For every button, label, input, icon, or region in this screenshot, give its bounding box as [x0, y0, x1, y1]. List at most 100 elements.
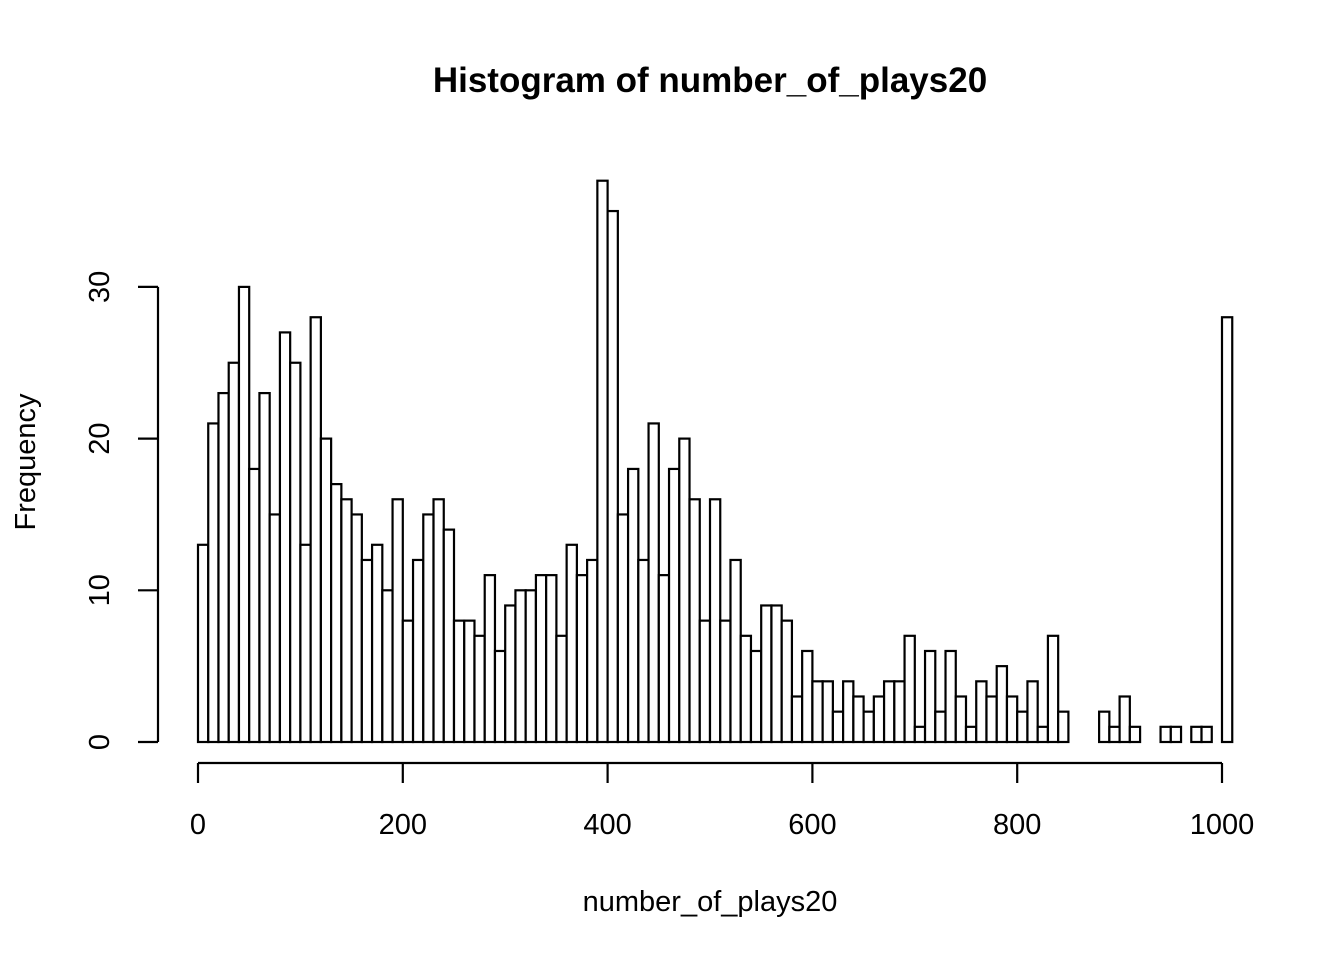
histogram-bar: [483, 574, 497, 744]
histogram-bar: [401, 619, 415, 744]
histogram-bar: [903, 634, 916, 744]
histogram-bar: [575, 574, 589, 744]
y-axis: 0 10 20 30: [84, 271, 160, 750]
histogram-bar: [463, 619, 476, 744]
histogram-bar: [975, 680, 988, 744]
histogram-bar: [954, 695, 968, 744]
histogram-bar: [770, 604, 783, 744]
histogram-bar: [729, 558, 742, 744]
x-axis-ticks: 0 200 400 600 800 1000: [190, 763, 1254, 841]
histogram-bar: [340, 498, 353, 744]
histogram-bar: [524, 589, 538, 744]
x-tick-label: 0: [190, 809, 206, 841]
histogram-bar: [698, 619, 712, 744]
histogram-bar: [565, 543, 578, 744]
histogram-bar: [893, 680, 906, 744]
histogram-bar: [370, 543, 384, 744]
histogram-bar: [258, 391, 271, 744]
chart-title: Histogram of number_of_plays20: [433, 61, 987, 100]
histogram-bar: [626, 467, 640, 744]
y-axis-label: Frequency: [10, 393, 42, 531]
histogram-bar: [1005, 695, 1019, 744]
histogram-bar: [452, 619, 466, 744]
x-tick-label: 1000: [1190, 809, 1255, 841]
histogram-bar: [1108, 725, 1121, 744]
histogram-bar: [1016, 710, 1029, 744]
histogram-bar: [872, 695, 886, 744]
histogram-bar: [248, 467, 261, 744]
x-tick-label: 200: [379, 809, 427, 841]
histogram-bar: [237, 285, 251, 744]
histogram-bar: [289, 361, 302, 744]
histogram-bar: [1128, 725, 1142, 744]
histogram-bar: [432, 498, 445, 744]
histogram-bar: [473, 634, 486, 744]
histogram-bar: [1098, 710, 1111, 744]
histogram-bar: [1159, 725, 1172, 744]
histogram-bar: [760, 604, 773, 744]
histogram-bar: [493, 649, 507, 744]
x-tick-label: 400: [583, 809, 631, 841]
histogram-bar: [964, 725, 978, 744]
histogram-bar: [422, 513, 435, 744]
histogram-bar: [319, 437, 333, 744]
histogram-bar: [616, 513, 630, 744]
histogram-bar: [360, 558, 374, 744]
histogram-bar: [913, 725, 927, 744]
histogram-bar: [299, 543, 312, 744]
histogram-bar: [811, 680, 824, 744]
histogram-bar: [688, 498, 701, 744]
histogram-bar: [1057, 710, 1070, 744]
histogram-bar: [790, 695, 804, 744]
histogram-bar: [514, 589, 527, 744]
histogram-bar: [882, 680, 896, 744]
y-tick-label: 0: [84, 734, 116, 750]
y-tick-label: 10: [84, 574, 116, 606]
histogram-bar: [985, 695, 998, 744]
histogram-bar: [596, 179, 609, 744]
histogram-bar: [821, 680, 834, 744]
histogram-bar: [934, 710, 947, 744]
histogram-bar: [780, 619, 794, 744]
histogram-bar: [944, 649, 957, 744]
histogram-bar: [534, 574, 548, 744]
histogram-bar: [196, 543, 210, 744]
histogram-bar: [586, 558, 599, 744]
histogram-bar: [708, 498, 722, 744]
x-tick-label: 600: [788, 809, 836, 841]
histogram-bar: [504, 604, 517, 744]
histogram-bars: [196, 179, 1234, 744]
histogram-bar: [719, 619, 732, 744]
histogram-bar: [411, 558, 425, 744]
histogram-bar: [268, 513, 282, 744]
histogram-bar: [442, 528, 456, 744]
histogram-bar: [1118, 695, 1131, 744]
histogram-bar: [995, 665, 1009, 744]
histogram-bar: [391, 498, 404, 744]
histogram-bar: [1220, 316, 1234, 744]
y-axis-ticks: 0 10 20 30: [84, 271, 158, 750]
histogram-bar: [831, 710, 845, 744]
histogram-bar: [1046, 634, 1060, 744]
histogram-bar: [862, 710, 875, 744]
histogram-bar: [309, 316, 322, 744]
histogram-bar: [1026, 680, 1039, 744]
histogram-bar: [227, 361, 241, 744]
y-tick-label: 30: [84, 271, 116, 303]
histogram-bar: [217, 391, 230, 744]
histogram-bar: [801, 649, 814, 744]
histogram-bar: [657, 574, 671, 744]
histogram-bar: [739, 634, 753, 744]
histogram-bar: [667, 467, 681, 744]
histogram-bar: [330, 483, 343, 744]
histogram-bar: [555, 634, 568, 744]
histogram-bar: [207, 422, 220, 744]
histogram-bar: [1200, 725, 1213, 744]
y-tick-label: 20: [84, 422, 116, 454]
histogram-bar: [637, 558, 650, 744]
histogram-bar: [1169, 725, 1183, 744]
histogram-bar: [1190, 725, 1203, 744]
histogram-bar: [678, 437, 691, 744]
histogram-bar: [842, 680, 855, 744]
